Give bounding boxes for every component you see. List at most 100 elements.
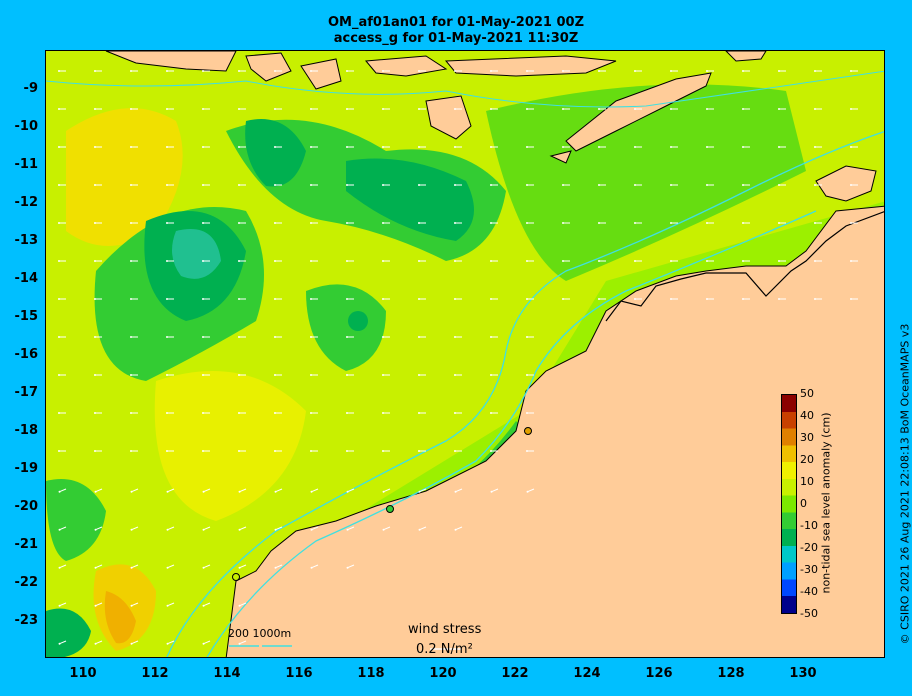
wind-arrow-head <box>58 450 60 452</box>
wind-arrow-head <box>94 450 96 452</box>
y-tick-label: -21 <box>14 537 39 552</box>
colorbar <box>781 394 797 614</box>
wind-arrow-head <box>526 146 528 148</box>
wind-arrow-head <box>778 298 780 300</box>
wind-arrow-head <box>850 298 852 300</box>
wind-arrow-head <box>166 604 169 607</box>
wind-arrow-head <box>526 222 528 224</box>
wind-arrow-head <box>166 108 168 110</box>
x-tick-label: 126 <box>645 666 673 681</box>
wind-arrow-head <box>382 336 384 338</box>
wind-arrow-head <box>58 566 61 569</box>
wind-arrow-head <box>130 222 132 224</box>
wind-arrow-head <box>346 336 348 338</box>
wind-arrow-head <box>58 374 60 376</box>
wind-arrow-head <box>346 374 348 376</box>
wind-arrow <box>95 640 103 645</box>
y-tick-label: -17 <box>14 385 39 400</box>
wind-arrow-head <box>814 260 816 262</box>
wind-arrow-head <box>58 298 60 300</box>
wind-arrow-head <box>454 108 456 110</box>
wind-arrow-head <box>526 260 528 262</box>
x-tick-label: 116 <box>285 666 313 681</box>
wind-arrow-head <box>454 222 456 224</box>
wind-arrow-head <box>634 146 636 148</box>
isobath-1000m <box>166 130 884 657</box>
wind-arrow-head <box>310 450 312 452</box>
wind-arrow-head <box>310 336 312 338</box>
wind-arrow-head <box>634 70 636 72</box>
colorbar-label: non-tidal sea level anomaly (cm) <box>819 412 833 594</box>
coastline-kimberley <box>605 211 884 322</box>
wind-arrow-head <box>454 298 456 300</box>
wind-arrow-head <box>778 260 780 262</box>
wind-arrow-head <box>166 566 169 569</box>
wind-arrow-head <box>490 490 493 493</box>
y-tick-label: -22 <box>14 575 39 590</box>
colorbar-tick-label: -30 <box>800 563 818 576</box>
wind-arrow-head <box>58 146 60 148</box>
wind-arrow-head <box>490 108 492 110</box>
wind-arrow-head <box>130 260 132 262</box>
wind-arrow-head <box>454 374 456 376</box>
wind-arrow-head <box>166 642 169 645</box>
wind-arrow-head <box>706 184 708 186</box>
wind-arrow-head <box>58 604 61 607</box>
wind-arrow <box>383 488 391 493</box>
wind-arrow-head <box>166 374 168 376</box>
wind-arrow-head <box>418 108 420 110</box>
wind-arrow <box>167 640 175 645</box>
wind-arrow <box>131 640 139 645</box>
wind-arrow-head <box>130 336 132 338</box>
wind-arrow <box>167 526 175 531</box>
wind-arrow-head <box>202 412 204 414</box>
wind-arrow <box>491 488 499 493</box>
land-island <box>444 55 617 77</box>
wind-arrow <box>239 526 247 531</box>
anomaly-zone-darkgreen <box>346 158 474 241</box>
wind-arrow-head <box>814 108 816 110</box>
wind-arrow-head <box>382 70 384 72</box>
wind-arrow-head <box>166 528 169 531</box>
wind-arrow-head <box>202 450 204 452</box>
wind-arrow-head <box>346 108 348 110</box>
wind-arrow-head <box>310 146 312 148</box>
wind-arrow <box>59 488 67 493</box>
wind-arrow-head <box>202 222 204 224</box>
wind-arrow-head <box>598 146 600 148</box>
wind-arrow-head <box>202 566 205 569</box>
wind-arrow-head <box>490 298 492 300</box>
wind-arrow-head <box>94 298 96 300</box>
wind-arrow-head <box>526 70 528 72</box>
wind-arrow <box>95 488 103 493</box>
wind-arrow-head <box>274 566 277 569</box>
wind-arrow-head <box>94 108 96 110</box>
wind-arrow-head <box>274 222 276 224</box>
wind-arrow-head <box>562 70 564 72</box>
wind-arrow-head <box>850 70 852 72</box>
wind-arrow-head <box>346 222 348 224</box>
colorbar-tick-label: 10 <box>800 475 814 488</box>
wind-arrow-head <box>166 184 168 186</box>
wind-arrow <box>311 488 319 493</box>
wind-arrow-head <box>130 146 132 148</box>
wind-arrow-head <box>562 298 564 300</box>
wind-arrow-head <box>94 490 97 493</box>
wind-arrow-head <box>454 184 456 186</box>
wind-arrow-head <box>742 70 744 72</box>
wind-arrow-head <box>418 374 420 376</box>
wind-arrow <box>131 526 139 531</box>
wind-arrow <box>347 488 355 493</box>
wind-arrow-head <box>202 528 205 531</box>
x-tick-label: 112 <box>141 666 169 681</box>
wind-arrow-head <box>454 146 456 148</box>
x-tick-label: 124 <box>573 666 601 681</box>
wind-arrow-head <box>562 260 564 262</box>
station-marker <box>386 505 394 513</box>
colorbar-tick-label: 0 <box>800 497 807 510</box>
wind-arrow-head <box>454 450 456 452</box>
wind-arrow-head <box>310 260 312 262</box>
anomaly-zone-darkgreen <box>245 119 306 187</box>
wind-arrow <box>131 488 139 493</box>
wind-arrow <box>95 526 103 531</box>
